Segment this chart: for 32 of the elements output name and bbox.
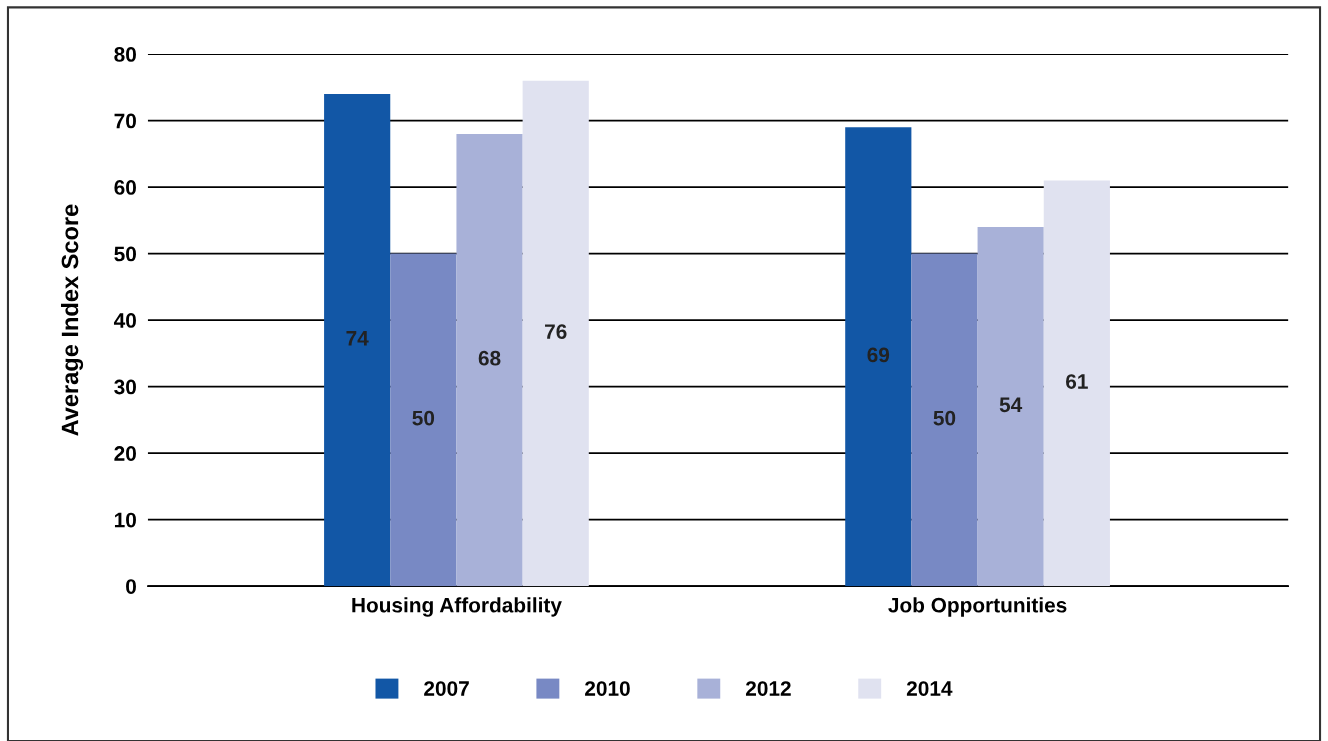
data-label: 50	[933, 410, 956, 426]
legend-label: 2010	[585, 681, 630, 696]
legend-label: 2012	[745, 681, 791, 696]
data-label: 76	[545, 324, 567, 340]
data-label: 68	[478, 350, 501, 366]
bar	[911, 253, 978, 587]
y-tick-label: 80	[114, 47, 136, 62]
data-label: 61	[1066, 374, 1088, 389]
bar	[845, 127, 912, 587]
y-tick-label: 0	[126, 579, 136, 594]
bar	[390, 253, 457, 587]
bar	[456, 133, 523, 587]
data-label: 54	[999, 397, 1023, 413]
y-tick-label: 10	[114, 512, 136, 528]
bar	[522, 80, 589, 587]
bar	[1043, 180, 1110, 587]
bar	[324, 94, 391, 587]
x-tick-label: Housing Affordability	[352, 597, 562, 617]
legend-label: 2014	[906, 681, 953, 696]
data-label: 69	[867, 347, 890, 363]
y-tick-label: 70	[114, 113, 136, 129]
y-tick-label: 60	[114, 180, 136, 195]
y-tick-label: 50	[114, 246, 136, 262]
legend-label: 2007	[424, 681, 469, 696]
data-label: 50	[412, 410, 435, 426]
y-axis-title: Average Index Score	[60, 204, 84, 436]
y-tick-label: 20	[114, 446, 136, 461]
data-label: 74	[346, 331, 369, 346]
y-tick-label: 30	[114, 379, 136, 395]
y-tick-label: 40	[113, 313, 136, 328]
x-tick-label: Job Opportunities	[888, 597, 1067, 617]
bar	[977, 227, 1044, 587]
